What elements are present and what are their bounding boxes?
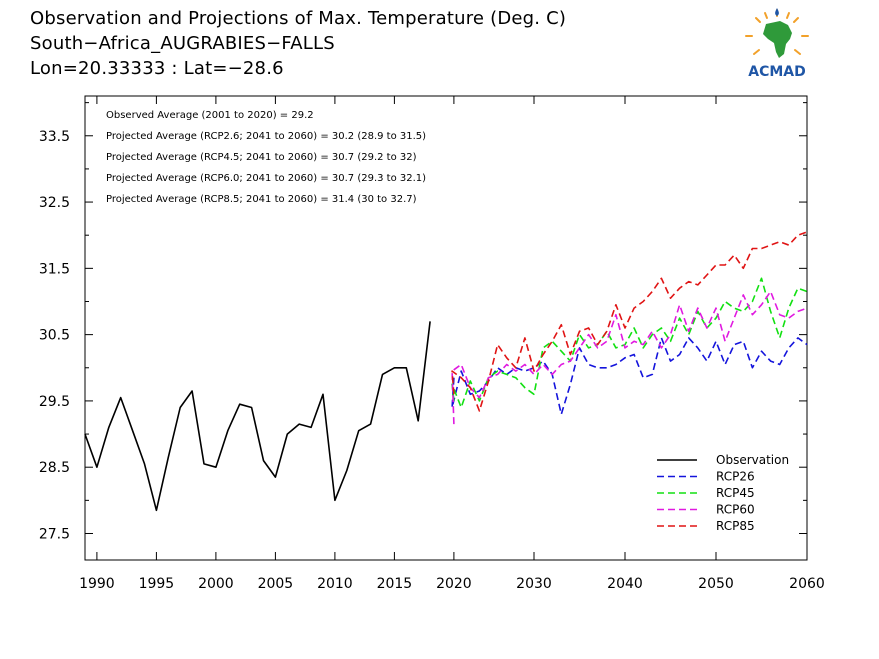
y-tick-label: 27.5	[39, 526, 70, 542]
series-line-rcp85	[451, 231, 808, 412]
y-tick-label: 31.5	[39, 261, 70, 277]
annotation-line: Projected Average (RCP8.5; 2041 to 2060)…	[106, 194, 417, 205]
x-tick-label: 2000	[198, 576, 234, 592]
chart-title: Observation and Projections of Max. Temp…	[30, 8, 567, 29]
station-name: South−Africa_AUGRABIES−FALLS	[30, 33, 335, 54]
x-tick-label: 2010	[317, 576, 353, 592]
y-tick-label: 30.5	[39, 328, 70, 344]
annotation-line: Observed Average (2001 to 2020) = 29.2	[106, 110, 314, 121]
x-tick-label: 1990	[79, 576, 115, 592]
annotation-line: Projected Average (RCP2.6; 2041 to 2060)…	[106, 131, 426, 142]
x-tick-label: 2050	[698, 576, 734, 592]
annotation-line: Projected Average (RCP4.5; 2041 to 2060)…	[106, 152, 417, 163]
legend-label-rcp45: RCP45	[716, 486, 755, 500]
annotation-line: Projected Average (RCP6.0; 2041 to 2060)…	[106, 173, 426, 184]
station-coordinates: Lon=20.33333 : Lat=−28.6	[30, 58, 284, 79]
x-tick-label: 1995	[139, 576, 175, 592]
y-tick-label: 32.5	[39, 195, 70, 211]
series-line-rcp45	[451, 277, 808, 409]
acmad-logo: ACMAD	[732, 6, 822, 86]
x-tick-label: 2005	[258, 576, 294, 592]
y-tick-label: 33.5	[39, 129, 70, 145]
acmad-logo-text: ACMAD	[748, 64, 806, 80]
legend-label-rcp85: RCP85	[716, 519, 755, 533]
x-tick-label: 2030	[516, 576, 552, 592]
series-line-observation	[84, 321, 431, 512]
y-tick-label: 29.5	[39, 394, 70, 410]
series-line-rcp60	[451, 290, 808, 425]
x-tick-label: 2015	[377, 576, 413, 592]
africa-sun-logo-icon	[745, 8, 809, 58]
x-tick-label: 2040	[607, 576, 643, 592]
plot-frame	[84, 95, 808, 561]
y-tick-label: 28.5	[39, 460, 70, 476]
legend-label-rcp60: RCP60	[716, 503, 755, 517]
x-tick-label: 2020	[436, 576, 472, 592]
legend-label-rcp26: RCP26	[716, 470, 755, 484]
series-line-rcp26	[451, 337, 808, 415]
x-tick-label: 2060	[789, 576, 825, 592]
legend-label-observation: Observation	[716, 453, 789, 467]
